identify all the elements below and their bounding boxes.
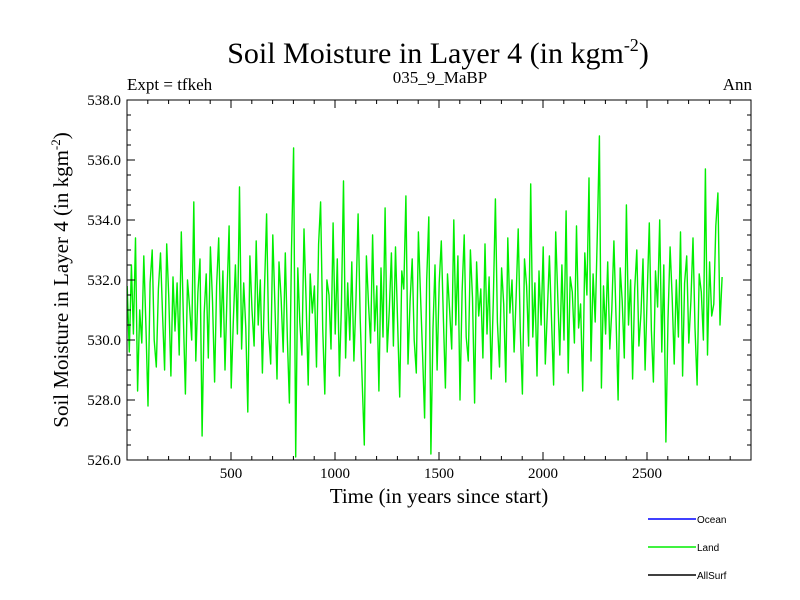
x-tick-label: 1500: [424, 466, 454, 482]
y-axis-label-main: Soil Moisture in Layer 4 (in kgm: [49, 150, 73, 428]
legend: Ocean Land AllSurf: [648, 515, 727, 582]
y-axis: 526.0 528.0 530.0 532.0 534.0 536.0 538.0: [87, 93, 751, 469]
legend-label-land: Land: [697, 543, 719, 554]
y-tick-label: 528.0: [87, 393, 121, 409]
y-axis-label-sup: -2: [48, 139, 63, 150]
subtitle-right: Ann: [723, 75, 753, 94]
series-layer: [127, 135, 723, 458]
y-tick-label: 526.0: [87, 453, 121, 469]
x-tick-label: 500: [220, 466, 243, 482]
chart-title: Soil Moisture in Layer 4 (in kgm-2): [227, 35, 649, 70]
series-line-land: [127, 135, 723, 458]
x-axis: 500 1000 1500 2000 2500: [147, 100, 731, 482]
chart-title-sup: -2: [624, 35, 639, 55]
y-tick-label: 538.0: [87, 93, 121, 109]
x-axis-label: Time (in years since start): [330, 484, 549, 508]
x-tick-label: 2500: [632, 466, 662, 482]
legend-label-allsurf: AllSurf: [697, 571, 727, 582]
y-tick-label: 534.0: [87, 213, 121, 229]
subtitle-center: 035_9_MaBP: [393, 68, 487, 87]
legend-label-ocean: Ocean: [697, 515, 726, 526]
y-tick-label: 536.0: [87, 153, 121, 169]
y-tick-label: 530.0: [87, 333, 121, 349]
y-axis-label-close: ): [49, 132, 73, 139]
y-tick-label: 532.0: [87, 273, 121, 289]
chart-title-close: ): [639, 37, 649, 70]
x-tick-label: 1000: [320, 466, 350, 482]
subtitle-left: Expt = tfkeh: [127, 75, 213, 94]
x-tick-label: 2000: [528, 466, 558, 482]
y-axis-label: Soil Moisture in Layer 4 (in kgm-2): [48, 132, 73, 427]
chart-title-main: Soil Moisture in Layer 4 (in kgm: [227, 37, 624, 70]
